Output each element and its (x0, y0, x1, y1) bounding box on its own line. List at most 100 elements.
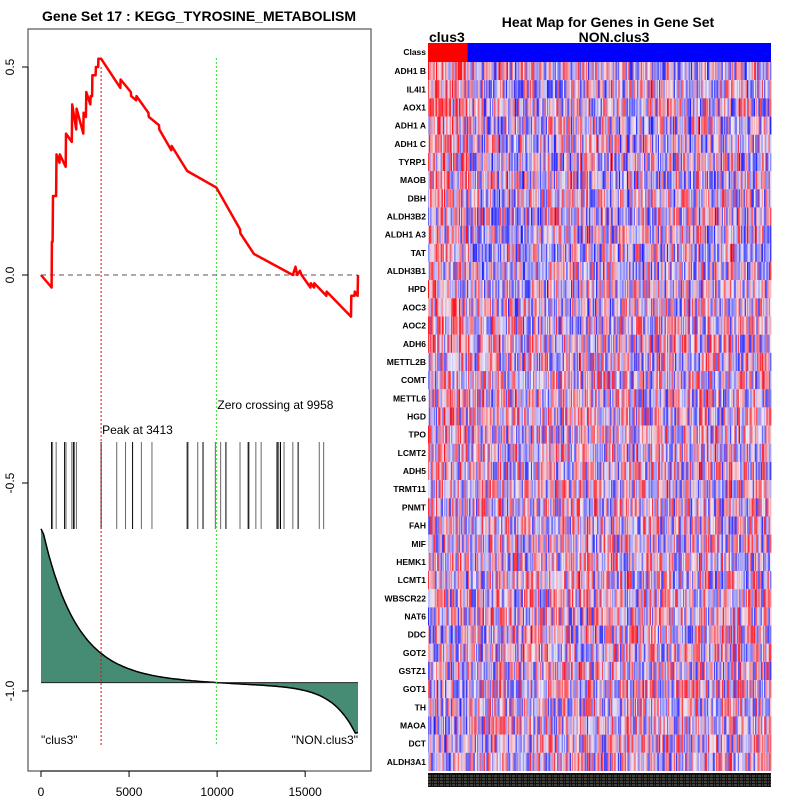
heatmap-cell (743, 134, 746, 153)
heatmap-cell (434, 280, 437, 299)
heatmap-cell (730, 334, 733, 353)
heatmap-cell (726, 261, 728, 281)
heatmap-cell (727, 298, 730, 317)
heatmap-cell (452, 116, 454, 135)
heatmap-cell (541, 62, 543, 81)
heatmap-cell (473, 171, 476, 190)
heatmap-cell (640, 334, 643, 353)
heatmap-cell (440, 80, 443, 99)
heatmap-cell (640, 298, 643, 317)
heatmap-cell (461, 280, 463, 299)
heatmap-cell (646, 225, 648, 244)
heatmap-cell (585, 98, 588, 117)
heatmap-cell (557, 152, 559, 172)
heatmap-cell (554, 62, 557, 81)
heatmap-cell (714, 98, 717, 117)
heatmap-cell (583, 298, 586, 317)
heatmap-cell (724, 152, 726, 172)
heatmap-cell (505, 116, 508, 135)
heatmap-cell (432, 298, 435, 317)
heatmap-cell (441, 352, 444, 372)
heatmap-cell (696, 243, 699, 262)
heatmap-cell (631, 225, 634, 244)
heatmap-cell (502, 243, 504, 262)
heatmap-cell (754, 152, 757, 172)
heatmap-cell (757, 134, 759, 153)
heatmap-cell (666, 261, 669, 281)
heatmap-cell (679, 261, 682, 281)
heatmap-cell (677, 298, 679, 317)
heatmap-cell (638, 207, 640, 226)
heatmap-cell (658, 225, 661, 244)
heatmap-cell (697, 80, 700, 99)
heatmap-cell (590, 334, 592, 353)
heatmap-cell (742, 189, 744, 208)
heatmap-cell (606, 298, 608, 317)
heatmap-cell (741, 261, 743, 281)
heatmap-cell (478, 207, 480, 226)
heatmap-cell (686, 189, 688, 208)
heatmap-cell (564, 116, 566, 135)
heatmap-cell (710, 334, 712, 353)
heatmap-cell (446, 62, 448, 81)
heatmap-cell (637, 152, 639, 172)
heatmap-cell (466, 225, 469, 244)
heatmap-cell (650, 98, 653, 117)
heatmap-cell (490, 171, 493, 190)
heatmap-cell (690, 152, 693, 172)
heatmap-cell (622, 134, 624, 153)
heatmap-cell (562, 225, 565, 244)
heatmap-cell (470, 134, 472, 153)
heatmap-cell (660, 116, 662, 135)
heatmap-cell (549, 152, 551, 172)
heatmap-cell (662, 298, 664, 317)
heatmap-cell (550, 80, 552, 99)
heatmap-cell (528, 243, 531, 262)
heatmap-cell (686, 316, 688, 335)
heatmap-cell (732, 225, 734, 244)
heatmap-cell (538, 80, 541, 99)
heatmap-cell (633, 152, 636, 172)
heatmap-cell (654, 80, 656, 99)
heatmap-cell (752, 261, 755, 281)
heatmap-cell (495, 316, 497, 335)
heatmap-cell (701, 116, 703, 135)
heatmap-cell (713, 280, 716, 299)
heatmap-cell (436, 116, 438, 135)
heatmap-cell (688, 80, 691, 99)
heatmap-cell (706, 98, 709, 117)
heatmap-cell (495, 189, 497, 208)
heatmap-cell (562, 116, 565, 135)
heatmap-cell (530, 261, 533, 281)
heatmap-cell (716, 134, 718, 153)
heatmap-cell (479, 280, 481, 299)
heatmap-cell (607, 62, 610, 81)
heatmap-cell (538, 352, 541, 372)
heatmap-cell (570, 98, 573, 117)
heatmap-cell (518, 80, 520, 99)
heatmap-cell (575, 243, 578, 262)
heatmap-cell (573, 225, 575, 244)
heatmap-cell (584, 171, 587, 190)
heatmap-cell (714, 189, 717, 208)
heatmap-cell (753, 62, 756, 81)
heatmap-cell (509, 261, 511, 281)
heatmap-cell (454, 352, 456, 372)
heatmap-cell (449, 261, 452, 281)
heatmap-cell (497, 189, 500, 208)
heatmap-cell (649, 243, 652, 262)
heatmap-cell (462, 171, 464, 190)
heatmap-cell (716, 152, 718, 172)
heatmap-cell (440, 316, 443, 335)
heatmap-cell (725, 189, 727, 208)
heatmap-cell (560, 298, 563, 317)
heatmap-cell (744, 152, 747, 172)
heatmap-cell (766, 152, 768, 172)
heatmap-cell (712, 243, 715, 262)
heatmap-cell (767, 152, 770, 172)
heatmap-cell (582, 134, 584, 153)
heatmap-cell (500, 298, 502, 317)
heatmap-cell (703, 261, 706, 281)
heatmap-cell (697, 189, 700, 208)
heatmap-cell (580, 298, 582, 317)
